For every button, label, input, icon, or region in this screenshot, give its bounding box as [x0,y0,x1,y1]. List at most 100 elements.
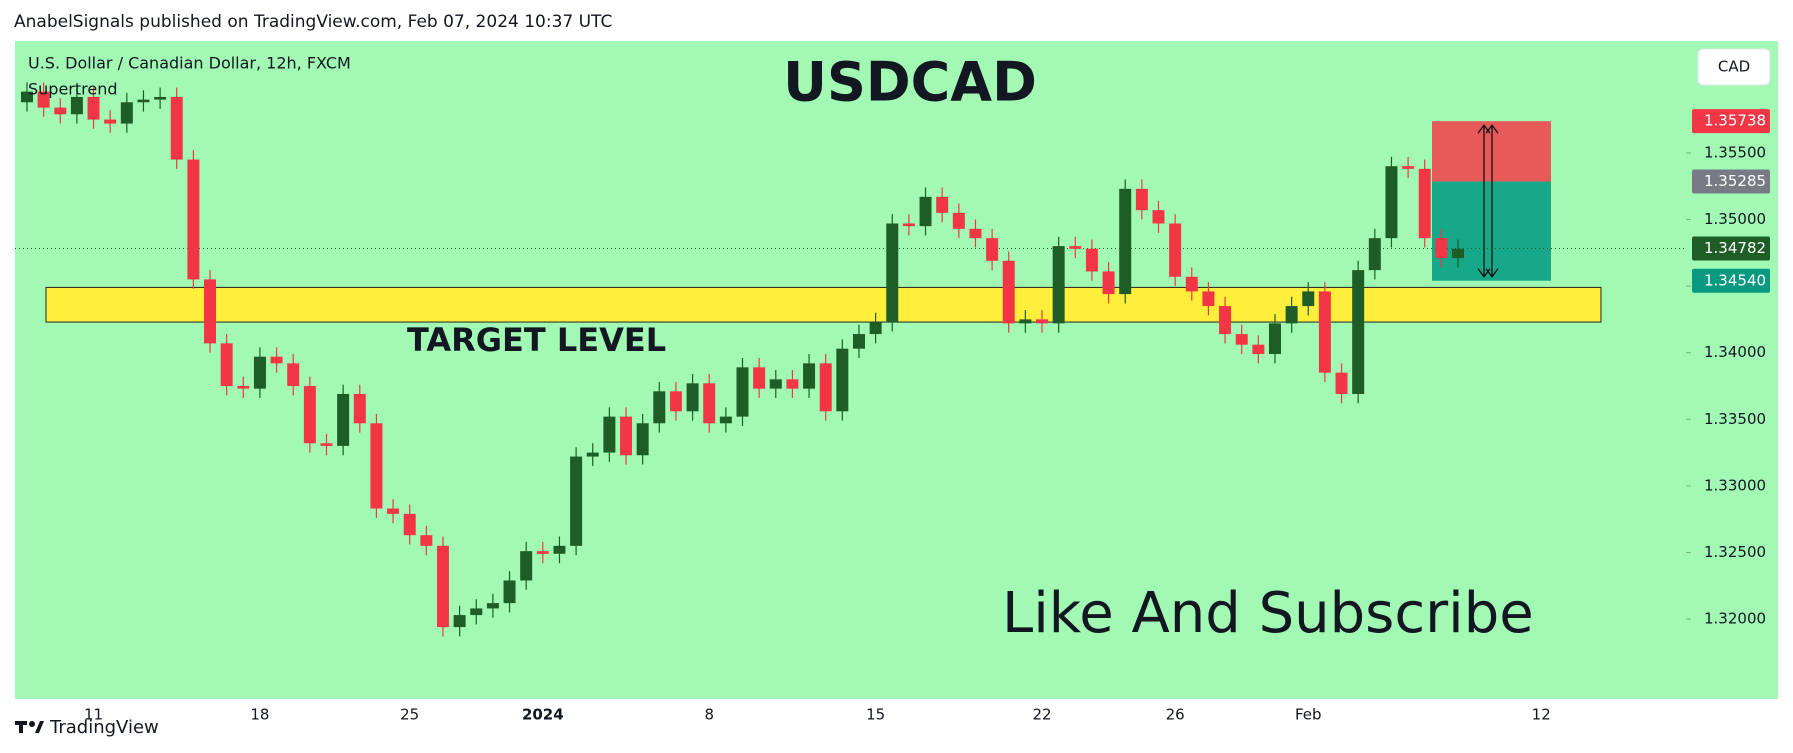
candle-body [653,391,666,424]
candle-body [353,393,366,424]
chart-title: USDCAD [783,51,1037,114]
candle-body [1368,238,1381,271]
candle-body [486,603,499,609]
candle-body [1002,260,1015,324]
arrow-head [1485,124,1499,278]
candle-body [736,367,749,417]
candle-body [1418,168,1431,239]
candle-body [1152,210,1165,224]
candle-body [1119,188,1132,295]
candle-body [337,393,350,446]
x-tick-label: 12 [1532,706,1551,724]
x-tick-label: 22 [1032,706,1051,724]
candle-body [120,102,133,124]
candle-body [1036,319,1049,324]
candle-body [536,551,549,554]
y-tick-label: 1.32500 [1704,543,1766,561]
candle-body [187,159,200,280]
candle-body [1185,276,1198,292]
candle-body [586,452,599,457]
candle-body [1135,188,1148,211]
candle-body [387,508,400,514]
price-badge-label: 1.34782 [1704,239,1766,257]
candle-body [1019,319,1032,324]
plot-layer [15,82,1686,637]
candle-body [603,416,616,453]
candle-body [1085,248,1098,272]
candle-body [819,363,832,412]
candle-body [919,196,932,227]
candle-body [852,334,865,349]
candle-body [1302,291,1315,307]
candle-body [952,212,965,229]
candle-body [20,91,33,103]
candle-body [786,379,799,389]
candle-body [936,196,949,213]
x-tick-label: 25 [400,706,419,724]
candle-body [636,423,649,456]
candle-body [420,535,433,546]
x-tick-label: Feb [1295,706,1322,724]
y-tick-label: 1.35500 [1704,143,1766,161]
candle-body [719,416,732,424]
candle-body [1335,372,1348,394]
candle-body [287,363,300,386]
candle-body [1202,291,1215,307]
candle-body [270,356,283,364]
candle-body [1268,323,1281,355]
symbol: U.S. Dollar / Canadian Dollar, 12h, FXCM [28,54,351,73]
candle-body [253,356,266,389]
publisher: AnabelSignals published on TradingView.c… [14,12,612,32]
y-tick-label: 1.35000 [1704,210,1766,228]
candle-body [87,96,100,120]
x-tick-label: 26 [1166,706,1185,724]
candle-body [1385,166,1398,239]
candle-body [836,348,849,412]
candle-body [1402,166,1415,169]
candle-body [1219,306,1232,335]
candle-body [1069,246,1082,249]
candle-body [553,545,566,554]
candle-body [753,367,766,389]
candle-body [686,383,699,412]
candle-body [503,580,516,604]
candle-body [803,363,816,389]
x-tick-label: 15 [866,706,885,724]
candle-body [703,383,716,424]
logo [15,721,44,733]
candle-body [1452,248,1465,259]
candle-body [1235,334,1248,345]
price-badge [1692,169,1770,194]
x-tick-label: 2024 [522,706,564,724]
candle-body [1052,246,1065,324]
candle-body [154,96,167,100]
candle-body [1285,306,1298,324]
y-tick-label: 1.33500 [1704,410,1766,428]
y-tick-label: 1.32000 [1704,610,1766,628]
candle-body [520,551,533,581]
x-tick-label: 8 [704,706,714,724]
candle-body [1318,291,1331,373]
candle-body [1169,223,1182,277]
candle-body [453,615,466,628]
candle-body [37,91,50,108]
indicator: Supertrend [28,80,118,99]
candle-body [902,223,915,227]
x-tick-label: 18 [250,706,269,724]
candle-body [969,228,982,239]
candle-body [137,99,150,103]
y-tick-label: 1.33000 [1704,476,1766,494]
candle-body [1252,344,1265,355]
candle-body [769,379,782,389]
cta-text: Like And Subscribe [1002,581,1534,646]
candle-body [1435,238,1448,259]
currency-button[interactable] [1697,48,1771,86]
candle-body [470,608,483,616]
price-badge [1692,236,1770,261]
candle-body [1102,271,1115,295]
candle-body [70,96,83,115]
target-label: TARGET LEVEL [407,321,666,359]
target-zone [45,286,1602,323]
candle-body [620,416,633,456]
